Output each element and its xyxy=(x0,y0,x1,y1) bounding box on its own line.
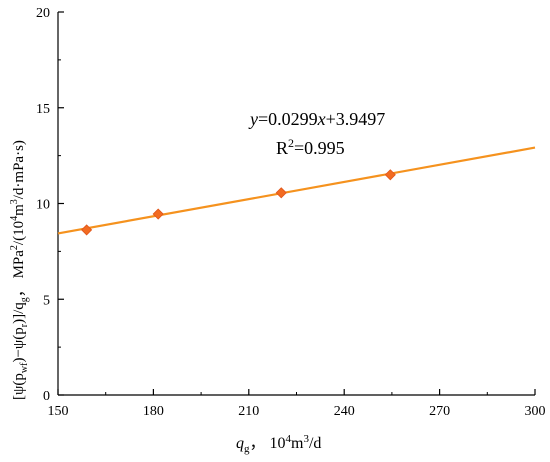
y-tick-label: 10 xyxy=(36,198,50,213)
data-point xyxy=(275,187,287,199)
y-axis-label: [ψ(pwf)−ψ(pr)]/qg， MPa2/(104m3/d·mPa·s) xyxy=(9,140,30,400)
x-tick-label: 210 xyxy=(238,404,259,419)
y-tick-label: 20 xyxy=(36,6,50,21)
fit-equation: y=0.0299x+3.9497 xyxy=(248,109,385,129)
y-tick-label: 5 xyxy=(43,293,50,308)
data-point xyxy=(384,169,396,181)
axes: 150 180 210 240 270 300 0 5 10 15 20 xyxy=(36,6,546,419)
r-squared: R2=0.995 xyxy=(276,136,345,158)
y-tick-label: 15 xyxy=(36,102,50,117)
y-tick-label: 0 xyxy=(43,389,50,404)
x-axis-label: qg， 104m3/d xyxy=(236,433,321,455)
x-tick-label: 180 xyxy=(143,404,164,419)
data-point xyxy=(81,224,93,236)
x-tick-label: 240 xyxy=(334,404,355,419)
data-point xyxy=(152,208,164,220)
data-points xyxy=(81,169,396,236)
fit-line xyxy=(57,146,536,235)
x-tick-label: 270 xyxy=(429,404,450,419)
x-tick-label: 300 xyxy=(525,404,546,419)
fit-line-layer xyxy=(57,146,536,235)
x-tick-label: 150 xyxy=(48,404,69,419)
